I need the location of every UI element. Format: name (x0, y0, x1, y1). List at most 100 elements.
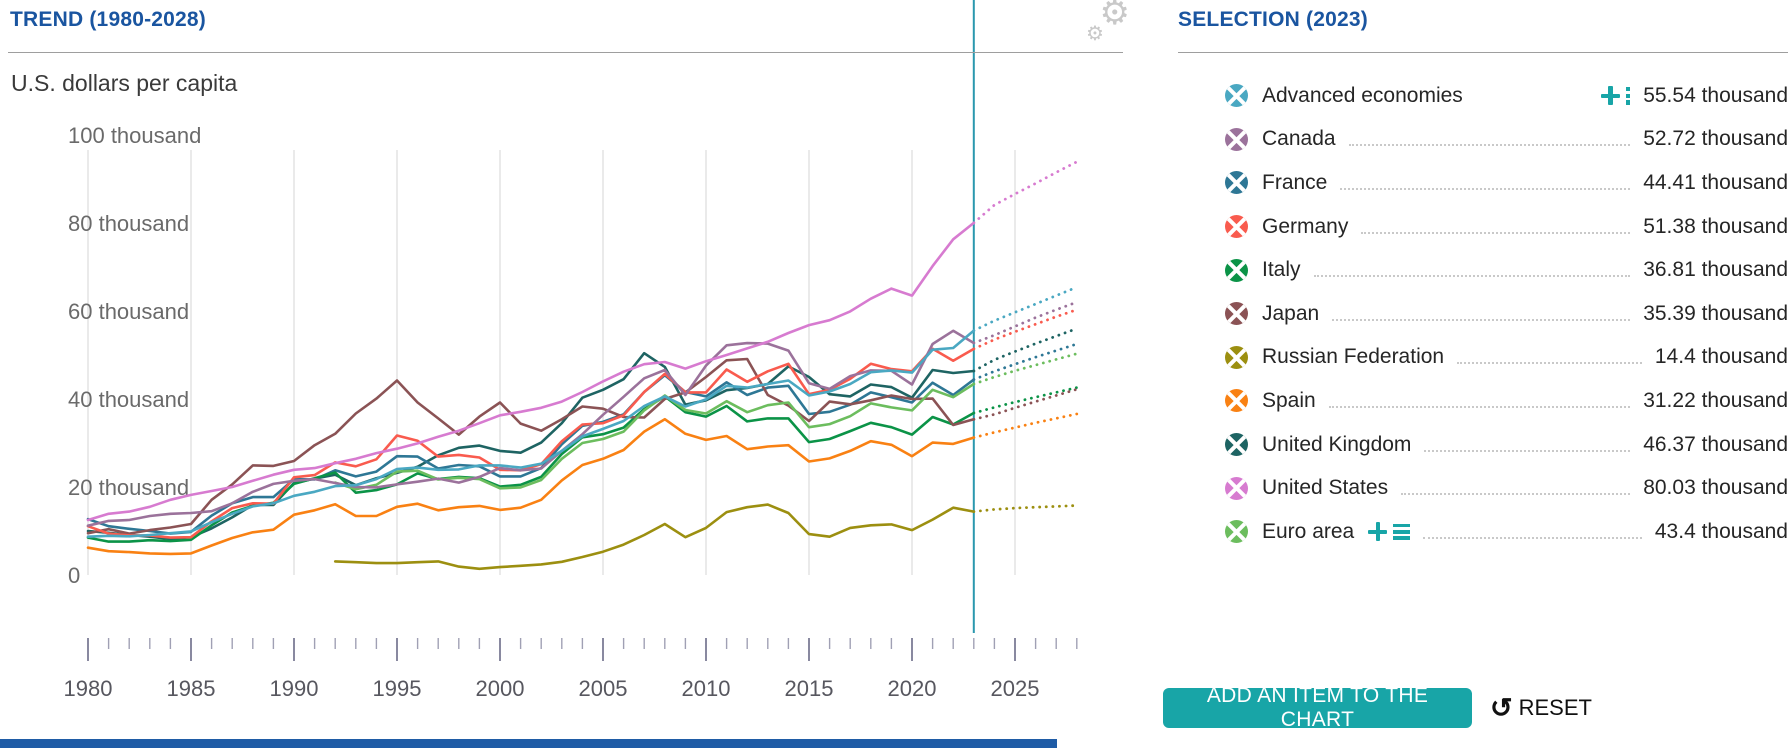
series-value: 36.81 thousand (1643, 258, 1788, 282)
series-value: 55.54 thousand (1643, 83, 1788, 107)
series-projection-united-states[interactable] (972, 160, 1079, 225)
selection-row-france: France 44.41 thousand (1178, 161, 1788, 205)
series-projection-united-kingdom[interactable] (972, 327, 1079, 373)
remove-series-icon[interactable] (1225, 127, 1248, 151)
leader-line (1313, 263, 1631, 278)
series-projection-germany[interactable] (972, 308, 1079, 351)
series-value: 51.38 thousand (1643, 214, 1788, 238)
series-projection-euro-area[interactable] (972, 352, 1079, 386)
series-label[interactable]: Spain (1262, 388, 1316, 412)
y-tick-label-80: 80 thousand (68, 211, 189, 236)
x-tick-label-1985: 1985 (167, 676, 216, 701)
series-line-russian-federation[interactable] (333, 503, 976, 571)
remove-series-icon[interactable] (1225, 171, 1248, 195)
series-label[interactable]: France (1262, 170, 1328, 194)
series-line-advanced-economies[interactable] (86, 329, 976, 539)
selection-row-euro-area: Euro area 43.4 thousand (1178, 510, 1788, 554)
series-value: 35.39 thousand (1643, 301, 1788, 325)
x-tick-label-2015: 2015 (785, 676, 834, 701)
remove-series-icon[interactable] (1225, 520, 1248, 544)
series-label[interactable]: Italy (1262, 258, 1301, 282)
x-tick-label-1995: 1995 (373, 676, 422, 701)
y-tick-label-40: 40 thousand (68, 387, 189, 412)
reset-undo-icon: ↺ (1490, 692, 1513, 723)
selection-header-rule (1178, 52, 1788, 53)
series-label[interactable]: Canada (1262, 127, 1336, 151)
selection-row-spain: Spain 31.22 thousand (1178, 379, 1788, 423)
add-group-list-icon[interactable] (1368, 522, 1411, 542)
series-label[interactable]: United Kingdom (1262, 432, 1412, 456)
leader-line (1348, 132, 1631, 147)
remove-series-icon[interactable] (1225, 389, 1248, 413)
series-projection-japan[interactable] (972, 387, 1079, 421)
remove-series-icon[interactable] (1225, 433, 1248, 457)
series-projection-spain[interactable] (972, 412, 1079, 440)
series-line-spain[interactable] (86, 417, 976, 556)
x-tick-label-2005: 2005 (579, 676, 628, 701)
series-line-canada[interactable] (86, 329, 976, 528)
y-tick-label-20: 20 thousand (68, 475, 189, 500)
remove-series-icon[interactable] (1225, 258, 1248, 282)
remove-series-icon[interactable] (1225, 84, 1248, 108)
x-tick-label-1980: 1980 (64, 676, 113, 701)
series-projection-russian-federation[interactable] (972, 504, 1079, 514)
selection-row-russian-federation: Russian Federation 14.4 thousand (1178, 336, 1788, 380)
reset-label: RESET (1518, 695, 1592, 720)
x-tick-label-2020: 2020 (888, 676, 937, 701)
series-line-united-states[interactable] (86, 221, 976, 522)
y-tick-label-100: 100 thousand (68, 123, 201, 148)
series-line-germany[interactable] (86, 347, 976, 539)
series-label[interactable]: Russian Federation (1262, 345, 1445, 369)
series-projection-italy[interactable] (972, 386, 1079, 415)
trend-panel-title: TREND (1980-2028) (10, 8, 206, 31)
next-section-top-edge (0, 739, 1057, 748)
remove-series-icon[interactable] (1225, 302, 1248, 326)
series-value: 44.41 thousand (1643, 170, 1788, 194)
selection-row-germany: Germany 51.38 thousand (1178, 205, 1788, 249)
selection-row-united-states: United States 80.03 thousand (1178, 466, 1788, 510)
add-item-button[interactable]: ADD AN ITEM TO THE CHART (1163, 684, 1472, 731)
leader-line (1328, 394, 1631, 408)
series-line-japan[interactable] (86, 357, 976, 535)
trend-header-rule (8, 52, 1123, 53)
series-projection-advanced-economies[interactable] (972, 285, 1079, 333)
leader-line (1476, 90, 1588, 102)
series-projection-canada[interactable] (972, 300, 1079, 345)
series-value: 80.03 thousand (1643, 476, 1788, 500)
series-label[interactable]: Euro area (1262, 519, 1355, 543)
leader-line (1457, 350, 1642, 365)
plus-icon (1601, 86, 1621, 106)
leader-line (1361, 220, 1631, 234)
series-value: 52.72 thousand (1643, 127, 1788, 151)
selection-list: Advanced economies 55.54 thousand Canada 52… (1178, 74, 1788, 554)
x-tick-label-2010: 2010 (682, 676, 731, 701)
leader-line (1424, 438, 1631, 452)
leader-line (1340, 176, 1631, 190)
remove-series-icon[interactable] (1225, 476, 1248, 500)
selection-row-united-kingdom: United Kingdom 46.37 thousand (1178, 423, 1788, 467)
remove-series-icon[interactable] (1225, 345, 1248, 369)
selection-panel-title: SELECTION (2023) (1178, 8, 1368, 31)
series-label[interactable]: Germany (1262, 214, 1349, 238)
plus-icon (1368, 522, 1388, 542)
selection-row-italy: Italy 36.81 thousand (1178, 248, 1788, 292)
add-members-icon[interactable] (1601, 86, 1631, 106)
chart-unit-label: U.S. dollars per capita (11, 70, 238, 96)
leader-line (1401, 481, 1631, 496)
remove-series-icon[interactable] (1225, 215, 1248, 239)
settings-gear-icon[interactable]: ⚙ ⚙ (1086, 0, 1130, 45)
x-tick-label-2000: 2000 (476, 676, 525, 701)
series-projection-france[interactable] (972, 342, 1079, 382)
series-label[interactable]: Japan (1262, 301, 1320, 325)
vertical-dots-icon (1626, 87, 1631, 105)
reset-button[interactable]: ↺ RESET (1490, 688, 1592, 728)
series-label[interactable]: Advanced economies (1262, 83, 1463, 107)
gear-small-icon: ⚙ (1086, 23, 1104, 45)
selection-row-japan: Japan 35.39 thousand (1178, 292, 1788, 336)
series-label[interactable]: United States (1262, 476, 1389, 500)
selection-row-advanced-economies: Advanced economies 55.54 thousand (1178, 74, 1788, 118)
x-tick-label-2025: 2025 (991, 676, 1040, 701)
series-value: 31.22 thousand (1643, 388, 1788, 412)
y-tick-label-0: 0 (68, 563, 80, 588)
